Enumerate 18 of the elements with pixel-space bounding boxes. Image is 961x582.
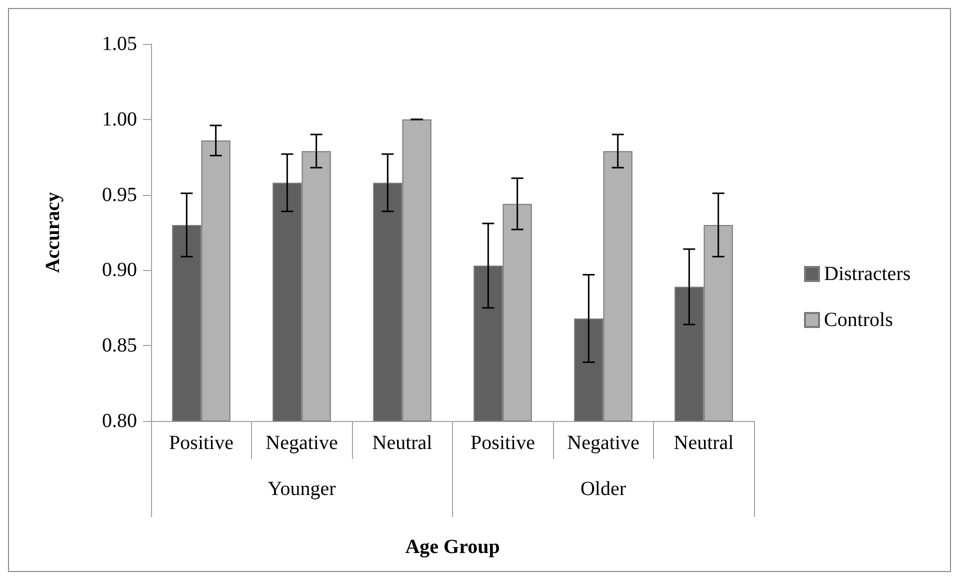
legend-label: Distracters — [824, 263, 911, 285]
text: Younger — [268, 478, 336, 500]
x-tick-label: Neutral — [372, 432, 433, 454]
y-tick-label: 1.00 — [102, 108, 137, 130]
y-tick-label: 0.90 — [102, 259, 137, 282]
text: Older — [580, 478, 626, 500]
y-tick-label: 0.95 — [102, 184, 137, 206]
x-tick-label: Positive — [169, 432, 234, 454]
x-tick-label: Negative — [567, 432, 640, 454]
y-axis-title: Accuracy — [42, 192, 64, 274]
y-tick-label: 1.05 — [102, 33, 137, 55]
x-tick-label: Negative — [266, 432, 338, 454]
y-tick-label: 0.80 — [102, 410, 137, 432]
x-tick-label: Positive — [470, 432, 536, 454]
y-tick-label: 0.85 — [102, 334, 137, 357]
x-axis-title: Age Group — [405, 536, 500, 558]
legend-label: Controls — [824, 309, 894, 331]
x-tick-label: Neutral — [674, 432, 734, 454]
